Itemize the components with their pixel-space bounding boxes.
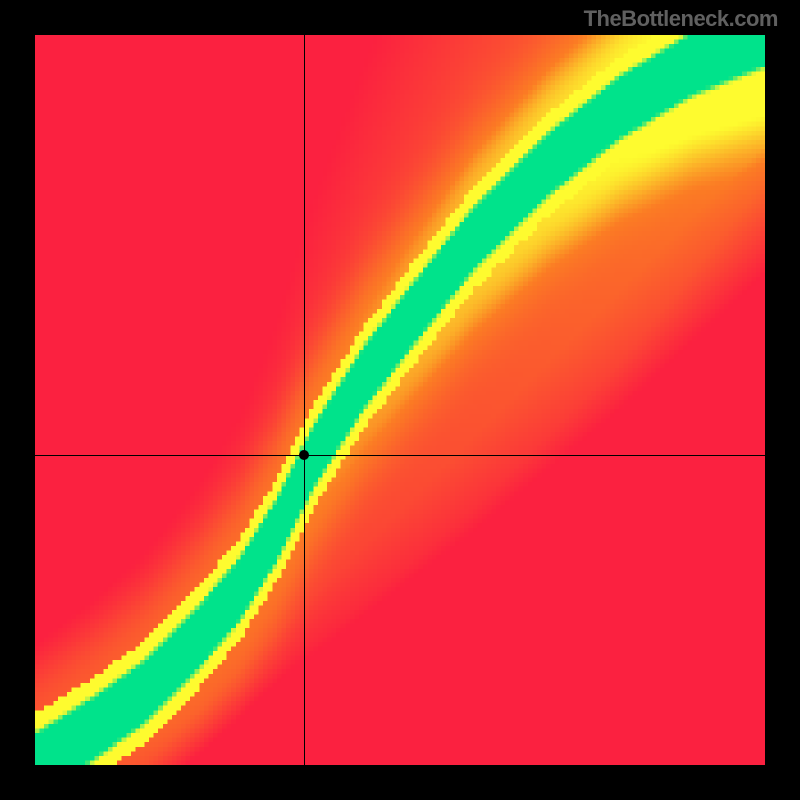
heatmap-canvas (35, 35, 765, 765)
heatmap-plot (35, 35, 765, 765)
crosshair-horizontal (35, 455, 765, 456)
crosshair-marker (299, 450, 309, 460)
crosshair-vertical (304, 35, 305, 765)
watermark-text: TheBottleneck.com (584, 6, 778, 32)
